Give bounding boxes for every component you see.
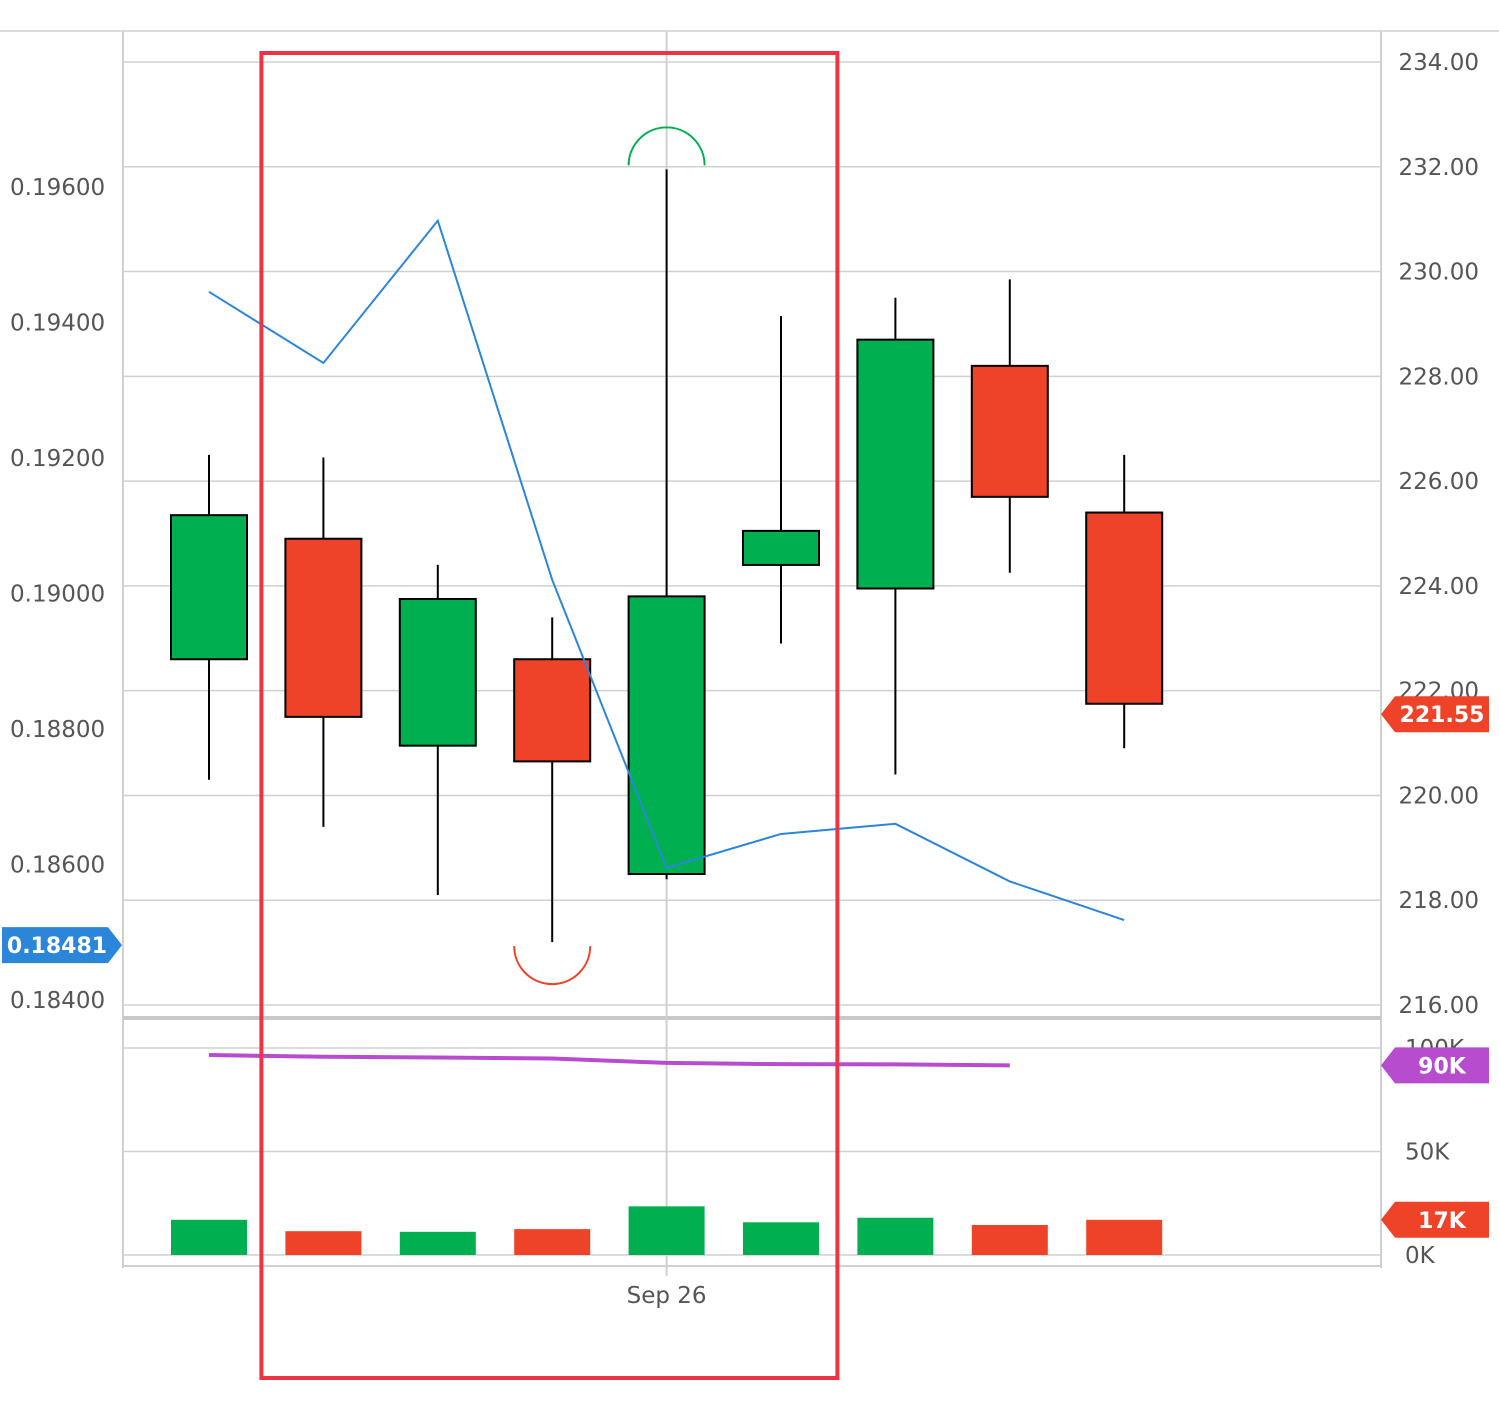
right-tick-label: 220.00 [1399, 783, 1479, 809]
candle-body [742, 529, 820, 566]
left-tick-label: 0.19000 [10, 581, 105, 607]
right-tick-label: 216.00 [1399, 993, 1479, 1019]
low-marker [513, 946, 592, 986]
last-indicator-badge-shape [2, 927, 122, 964]
indicator-line [208, 218, 1125, 921]
left-tick-label: 0.18600 [10, 852, 105, 878]
volume-moving-average [208, 1053, 1010, 1068]
volume-bar [514, 1229, 591, 1255]
right-price-axis: 234.00232.00230.00228.00226.00224.00222.… [1399, 50, 1479, 1019]
volume-ma-line [208, 1053, 1010, 1068]
right-tick-label: 230.00 [1399, 260, 1479, 286]
candle-body [284, 537, 363, 718]
last-volume-badge-text: 17K [1418, 1209, 1467, 1234]
right-tick-label: 224.00 [1399, 574, 1479, 600]
candle-body [856, 338, 935, 590]
x-axis-date-label: Sep 26 [627, 1283, 707, 1309]
volume-tick-label: 50K [1405, 1140, 1450, 1166]
right-tick-label: 218.00 [1399, 888, 1479, 914]
last-price-badge: 221.55 [1381, 696, 1489, 733]
candle [856, 297, 935, 775]
last-volume-badge: 17K [1381, 1201, 1489, 1238]
high-low-markers [513, 126, 706, 986]
left-tick-label: 0.18800 [10, 717, 105, 743]
value-badges: 221.55 0.18481 90K 17K [2, 696, 1489, 1238]
right-tick-label: 232.00 [1399, 155, 1479, 181]
candle [742, 316, 820, 644]
candle [170, 454, 248, 780]
left-tick-label: 0.19200 [10, 446, 105, 472]
candle [627, 169, 706, 880]
volume-bar [743, 1222, 819, 1255]
candle-body [627, 595, 706, 876]
left-tick-label: 0.19400 [10, 310, 105, 336]
highlight-box [259, 51, 840, 1380]
right-tick-label: 226.00 [1399, 469, 1479, 495]
candle-body [970, 364, 1049, 498]
high-marker [627, 126, 706, 166]
last-price-badge-shape [1381, 696, 1489, 733]
left-tick-label: 0.18400 [10, 988, 105, 1014]
volume-bar [857, 1217, 934, 1255]
indicator-polyline [208, 218, 1125, 921]
last-volume-badge-shape [1381, 1201, 1489, 1238]
last-price-badge-text: 221.55 [1400, 703, 1485, 728]
candle [970, 279, 1049, 573]
volume-ma-badge: 90K [1381, 1047, 1489, 1084]
left-indicator-axis: 0.19600 0.19400 0.19200 0.19000 0.18800 0.186… [10, 175, 105, 1014]
volume-ma-badge-shape [1381, 1047, 1489, 1084]
volume-bar [171, 1219, 247, 1255]
highlight-rectangle [259, 51, 840, 1380]
volume-ma-badge-text: 90K [1418, 1054, 1467, 1079]
candle-body [513, 658, 592, 763]
candle [513, 617, 592, 943]
last-indicator-badge: 0.18481 [2, 927, 122, 964]
right-tick-label: 234.00 [1399, 50, 1479, 76]
candles [170, 169, 1164, 943]
left-tick-label: 0.19600 [10, 175, 105, 201]
candle-body [170, 514, 248, 661]
last-indicator-badge-text: 0.18481 [7, 934, 107, 959]
volume-bar [1086, 1219, 1163, 1255]
candle [284, 457, 363, 827]
candle [398, 564, 477, 895]
candle [1085, 454, 1164, 749]
volume-bar [971, 1224, 1048, 1255]
candle-body [398, 597, 477, 747]
candle-body [1085, 511, 1164, 705]
volume-tick-label: 0K [1405, 1243, 1436, 1269]
volume-bar [285, 1231, 362, 1255]
volume-bars [171, 1206, 1163, 1255]
volume-bar [399, 1231, 476, 1255]
right-tick-label: 228.00 [1399, 364, 1479, 390]
volume-bar [628, 1206, 705, 1255]
